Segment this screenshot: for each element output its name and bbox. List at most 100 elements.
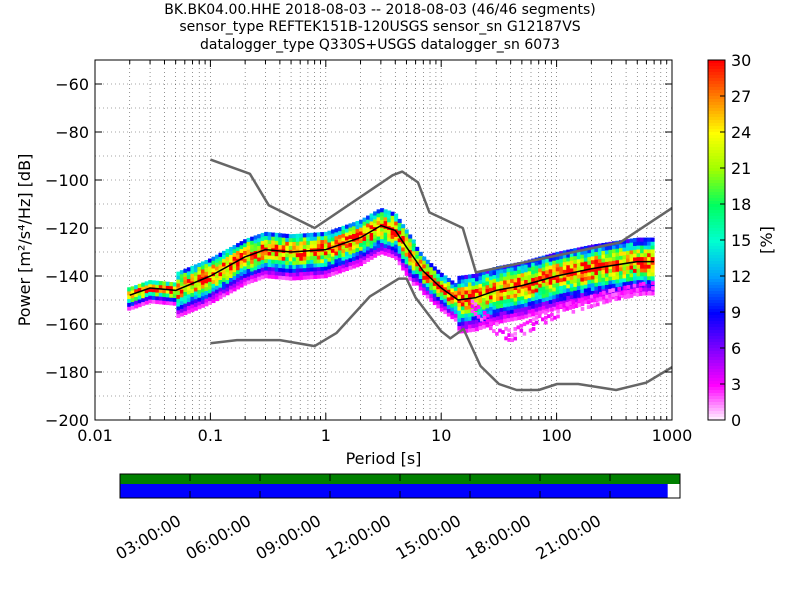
heat-cell	[186, 278, 191, 283]
colorbar-segment	[708, 255, 725, 259]
heat-cell	[334, 255, 339, 260]
heat-cell	[496, 269, 501, 275]
heat-cell	[422, 256, 427, 261]
heat-cell	[383, 209, 388, 214]
heat-cell	[626, 289, 631, 294]
heat-cell	[643, 241, 648, 246]
heat-cell	[534, 288, 539, 293]
heat-cell	[218, 287, 223, 292]
heat-cell	[274, 232, 279, 238]
heat-cell	[510, 274, 515, 280]
heat-cell	[243, 258, 248, 263]
heat-cell	[633, 253, 638, 258]
colorbar-segment	[708, 345, 725, 349]
heat-cell	[306, 233, 311, 238]
heat-cell	[130, 286, 135, 291]
heat-cell	[632, 283, 637, 288]
heat-cell	[246, 249, 251, 254]
heat-cell	[404, 256, 409, 261]
heat-cell	[464, 317, 469, 322]
heat-cell	[482, 315, 487, 320]
heat-cell	[313, 267, 318, 272]
heat-cell	[292, 237, 297, 243]
heat-cell	[531, 277, 536, 282]
heat-cell	[443, 283, 448, 288]
heat-cell	[229, 266, 234, 271]
heat-cell	[274, 244, 279, 249]
heat-cell	[650, 260, 655, 265]
heat-cell	[155, 296, 160, 301]
heat-cell	[473, 311, 478, 316]
heat-cell	[316, 259, 321, 264]
heat-cell	[601, 265, 606, 271]
heat-cell	[552, 268, 557, 273]
heat-cell	[253, 254, 258, 259]
heat-cell	[425, 267, 430, 272]
heat-cell	[176, 275, 181, 280]
heat-cell	[601, 269, 606, 274]
heat-cell	[222, 273, 227, 279]
heat-cell	[538, 271, 543, 277]
heat-cell	[232, 252, 237, 257]
heat-cell	[313, 259, 318, 264]
heat-cell	[548, 272, 553, 278]
heat-cell	[271, 232, 276, 237]
heat-cell	[359, 246, 364, 251]
heat-cell	[183, 291, 188, 296]
heat-cell	[214, 266, 220, 271]
heat-cell	[411, 250, 416, 256]
heat-cell	[390, 219, 395, 224]
heat-cell	[623, 290, 628, 295]
heat-cell	[141, 290, 146, 295]
heat-cell	[636, 268, 641, 273]
heat-cell	[295, 245, 300, 250]
heat-cell	[524, 264, 529, 269]
heat-cell	[285, 237, 290, 242]
heat-cell	[267, 274, 272, 279]
heat-cell	[422, 283, 427, 288]
heat-cell	[362, 244, 367, 249]
heat-cell	[366, 215, 371, 220]
heat-cell	[498, 328, 502, 333]
heat-cell	[633, 249, 638, 254]
heat-cell	[513, 266, 518, 271]
heat-cell	[590, 244, 595, 249]
heat-cell	[499, 276, 504, 282]
heat-cell	[467, 308, 472, 314]
heat-cell	[580, 269, 585, 274]
heat-cell	[207, 266, 212, 271]
heat-cell	[348, 234, 353, 240]
heat-cell	[517, 285, 522, 290]
heat-cell	[158, 300, 163, 305]
heat-cell	[236, 281, 241, 286]
heat-cell	[302, 244, 307, 249]
heat-cell	[513, 297, 518, 302]
heat-cell	[176, 279, 181, 284]
heat-cell	[355, 232, 360, 237]
heat-cell	[401, 258, 406, 263]
heat-cell	[538, 275, 543, 280]
heat-cell	[288, 276, 293, 281]
heat-cell	[545, 304, 550, 309]
heat-cell	[467, 297, 472, 302]
heat-cell	[538, 264, 543, 269]
heat-cell	[299, 271, 304, 277]
heat-cell	[288, 253, 293, 258]
heat-cell	[376, 209, 381, 214]
heat-cell	[288, 234, 293, 239]
heat-cell	[207, 270, 212, 275]
heat-cell	[538, 295, 543, 300]
heat-cell	[471, 312, 476, 317]
heat-cell	[344, 243, 349, 248]
heat-cell	[394, 217, 399, 222]
heat-cell	[186, 301, 191, 306]
heat-cell	[566, 295, 571, 300]
heat-cell	[499, 269, 504, 274]
heat-cell	[602, 295, 606, 300]
heat-cell	[425, 263, 430, 268]
heat-cell	[292, 234, 297, 239]
heat-cell	[478, 287, 483, 292]
heat-cell	[471, 281, 476, 286]
heat-cell	[608, 253, 613, 258]
heat-cell	[408, 265, 413, 270]
